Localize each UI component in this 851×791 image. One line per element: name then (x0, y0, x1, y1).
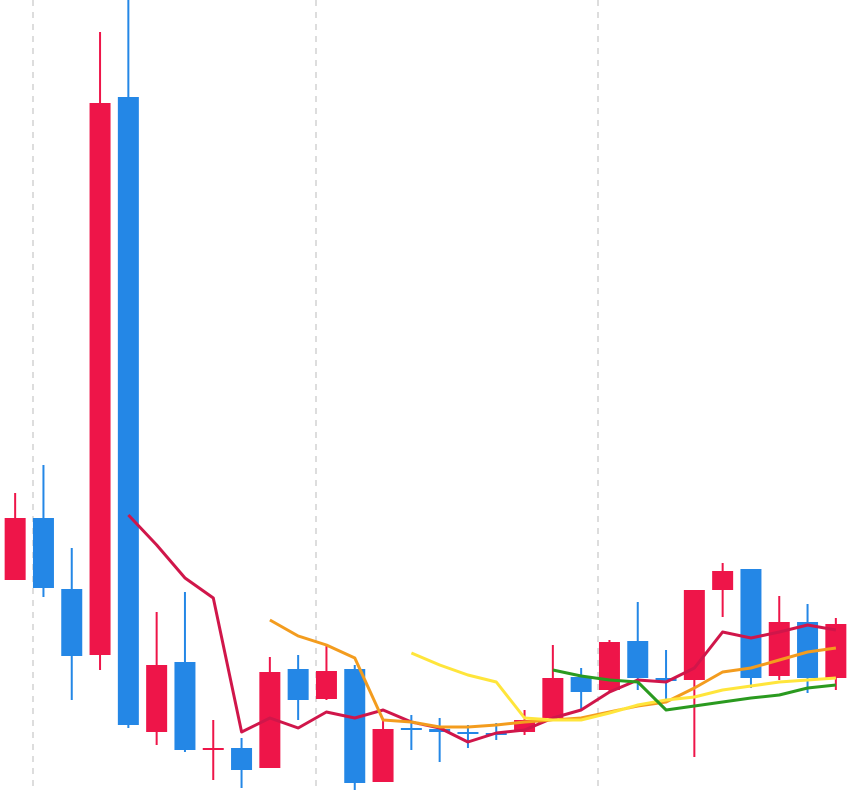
candle-body (457, 732, 479, 734)
moving-average-line (127, 513, 837, 744)
candle-body (287, 669, 309, 700)
moving-average-line (410, 651, 837, 722)
candle-body (740, 569, 762, 678)
candle-body (372, 729, 394, 782)
moving-average-line (552, 668, 837, 712)
candle-body (4, 518, 26, 580)
candle-body (259, 672, 281, 768)
candle-body (344, 669, 366, 783)
candle-body (797, 622, 819, 678)
candle-body (174, 662, 196, 750)
candle-body (32, 518, 54, 588)
candle-body (117, 97, 139, 725)
candle-body (825, 624, 847, 678)
candle-body (542, 678, 564, 718)
candle-body (712, 571, 734, 590)
candle-body (429, 729, 451, 732)
candle-body (400, 728, 422, 730)
candle-body (598, 642, 620, 690)
candle-body (570, 677, 592, 692)
candle-body (627, 641, 649, 678)
candle-body (683, 590, 705, 680)
candle-body (202, 748, 224, 750)
candle-body (61, 589, 83, 656)
candle-body (315, 671, 337, 699)
candle-body (89, 103, 111, 655)
candle-body (655, 678, 677, 681)
candle-body (231, 748, 253, 770)
candle-body (146, 665, 168, 732)
